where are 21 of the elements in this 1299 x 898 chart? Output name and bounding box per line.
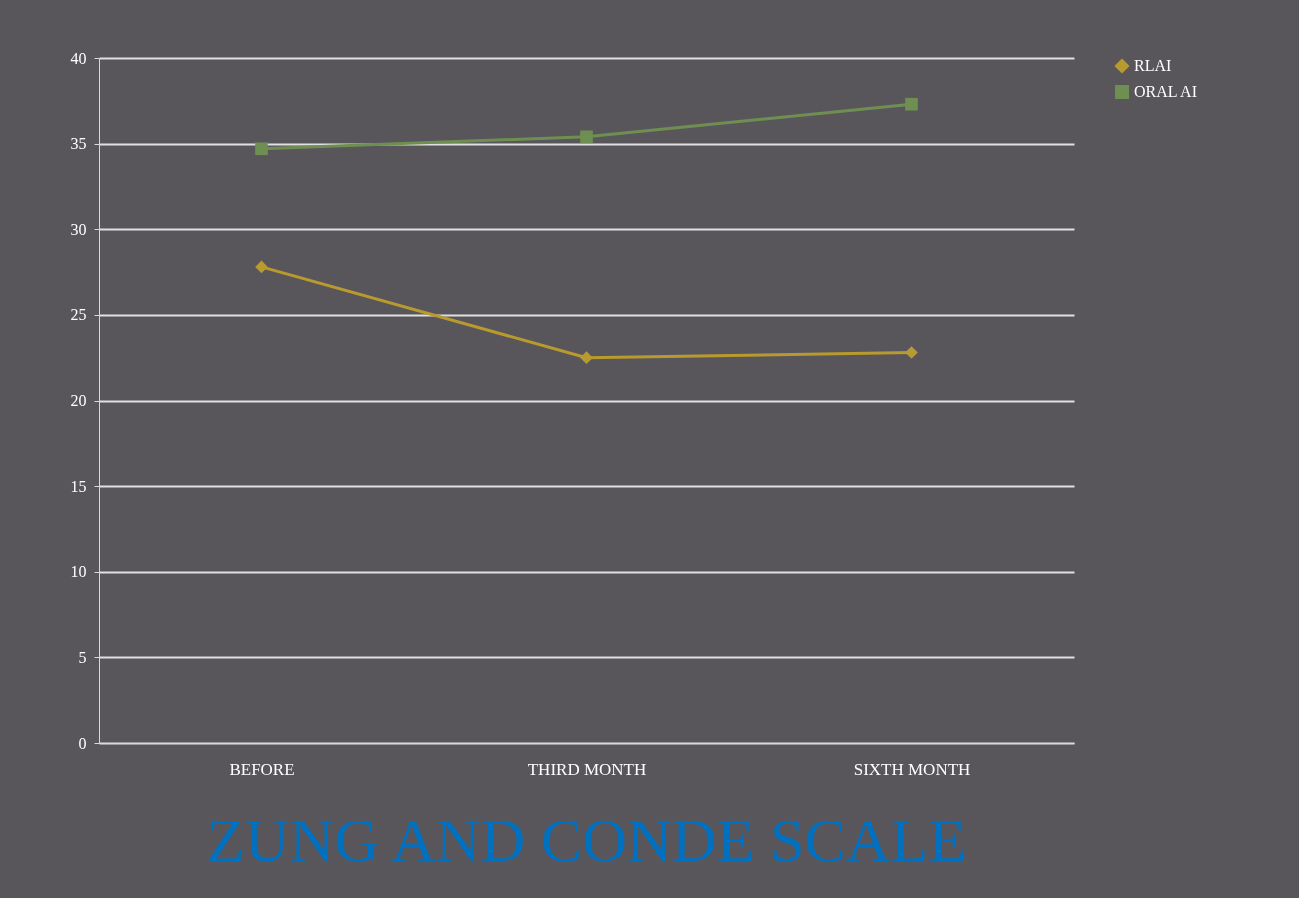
y-tick-label: 20 xyxy=(70,392,87,409)
y-tick-label: 30 xyxy=(70,220,87,238)
y-tick-label: 25 xyxy=(70,306,87,324)
y-tick-label: 10 xyxy=(70,563,87,581)
y-tick-label: 15 xyxy=(70,477,87,495)
point xyxy=(580,351,593,365)
y-tick-label: 5 xyxy=(78,648,87,666)
legend-label: RLAI xyxy=(1134,57,1172,74)
y-tick-label: 35 xyxy=(70,135,87,153)
y-tick-label: 0 xyxy=(78,734,87,752)
x-tick-label: SIXTH MONTH xyxy=(853,759,971,779)
point xyxy=(255,142,268,156)
legend-label: ORAL AI xyxy=(1134,83,1197,100)
text: ZUNG AND CONDE SCALE xyxy=(206,806,967,874)
point xyxy=(905,97,918,111)
y-tick-label: 40 xyxy=(70,49,87,67)
point xyxy=(580,130,593,144)
x-tick-label: BEFORE xyxy=(229,759,295,779)
point xyxy=(905,346,918,359)
point xyxy=(255,260,268,274)
x-tick-label: THIRD MONTH xyxy=(527,759,647,779)
